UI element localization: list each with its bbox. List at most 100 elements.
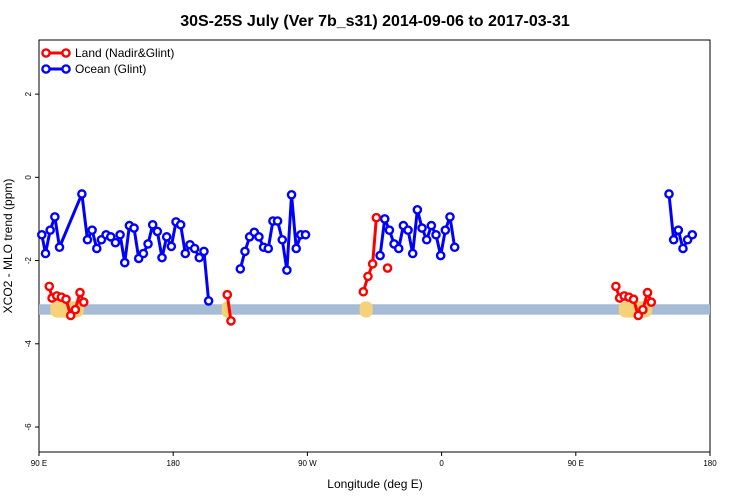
data-point (445, 212, 455, 222)
data-point (226, 316, 236, 326)
data-point (110, 237, 121, 248)
data-point (235, 264, 246, 274)
data-point (633, 310, 644, 321)
data-point (161, 232, 172, 242)
y-tick-label: -4 (24, 340, 33, 348)
data-point (45, 225, 55, 235)
data-point (678, 243, 688, 254)
data-point (54, 242, 65, 253)
x-tick-label: 180 (703, 459, 717, 468)
x-axis: 90 E 180 90 W 0 90 E 180 (31, 452, 717, 468)
data-point (628, 294, 639, 305)
data-point (119, 257, 130, 268)
data-point (65, 310, 76, 321)
data-point (421, 234, 432, 245)
data-point (611, 281, 621, 292)
data-point (115, 229, 125, 240)
chart-title: 30S-25S July (Ver 7b_s31) 2014-09-06 to … (180, 13, 570, 30)
data-point (105, 232, 116, 242)
data-point (147, 219, 158, 230)
data-point (87, 225, 97, 235)
data-point (277, 234, 288, 245)
data-point (668, 234, 679, 245)
data-point (646, 297, 657, 307)
data-point (175, 219, 186, 230)
legend-label: Ocean (Glint) (75, 62, 146, 76)
data-point (300, 229, 311, 240)
data-point (203, 296, 214, 306)
data-point (82, 234, 93, 245)
data-point (40, 248, 51, 259)
y-axis: 2 0 -2 -4 -6 (24, 91, 39, 431)
legend-marker (61, 48, 71, 58)
data-point (291, 243, 302, 254)
series-line (40, 192, 211, 302)
x-tick-label: 0 (439, 459, 444, 468)
data-point (254, 232, 264, 242)
data-point (673, 225, 684, 235)
data-point (435, 250, 446, 261)
data-point (157, 252, 167, 263)
data-point (375, 250, 385, 261)
data-point (384, 225, 395, 235)
data-point (403, 225, 413, 235)
y-tick-label: -6 (24, 423, 33, 431)
land-patch (359, 301, 373, 318)
data-point (36, 229, 47, 240)
legend-marker (41, 64, 51, 74)
data-point (412, 204, 423, 215)
x-tick-label: 90 W (298, 459, 317, 468)
legend-marker (61, 64, 71, 74)
legend: Land (Nadir&Glint) Ocean (Glint) (41, 46, 174, 76)
y-axis-label: XCO2 - MLO trend (ppm) (1, 179, 15, 314)
data-point (393, 243, 404, 254)
x-tick-label: 90 E (568, 459, 584, 468)
data-point (180, 248, 191, 259)
data-point (664, 189, 674, 199)
data-point (371, 212, 382, 223)
x-tick-label: 90 E (31, 459, 47, 468)
land-series (44, 212, 657, 326)
data-point (166, 241, 177, 252)
data-point (363, 271, 373, 282)
data-point (407, 248, 418, 259)
legend-label: Land (Nadir&Glint) (75, 46, 174, 60)
data-point (189, 243, 200, 254)
x-tick-label: 180 (167, 459, 181, 468)
x-axis-label: Longitude (deg E) (327, 477, 422, 491)
series-layer (36, 189, 698, 326)
y-tick-label: 0 (24, 175, 33, 180)
legend-marker (41, 48, 51, 58)
y-tick-label: -2 (24, 256, 33, 264)
data-point (358, 286, 369, 297)
data-point (143, 239, 153, 249)
data-point (138, 248, 149, 259)
data-point (194, 252, 205, 263)
data-point (431, 229, 441, 240)
data-point (638, 304, 648, 315)
y-tick-label: 2 (24, 91, 33, 96)
data-point (642, 287, 653, 298)
ocean-series (36, 189, 698, 306)
data-point (199, 246, 209, 257)
coverage-band (39, 304, 710, 315)
data-point (417, 223, 427, 233)
data-point (426, 220, 437, 231)
data-point (286, 190, 297, 200)
data-point (367, 259, 378, 269)
data-point (382, 263, 393, 273)
data-point (78, 297, 89, 307)
data-point (77, 189, 87, 199)
data-point (222, 289, 233, 300)
data-point (687, 229, 698, 240)
data-point (50, 212, 60, 222)
data-point (272, 216, 283, 226)
data-point (379, 214, 390, 224)
series-line (361, 217, 378, 293)
data-point (129, 223, 139, 233)
data-point (440, 225, 451, 235)
coverage-band-rect (39, 304, 710, 315)
data-point (61, 294, 71, 305)
data-point (263, 243, 274, 254)
data-point (91, 243, 102, 254)
